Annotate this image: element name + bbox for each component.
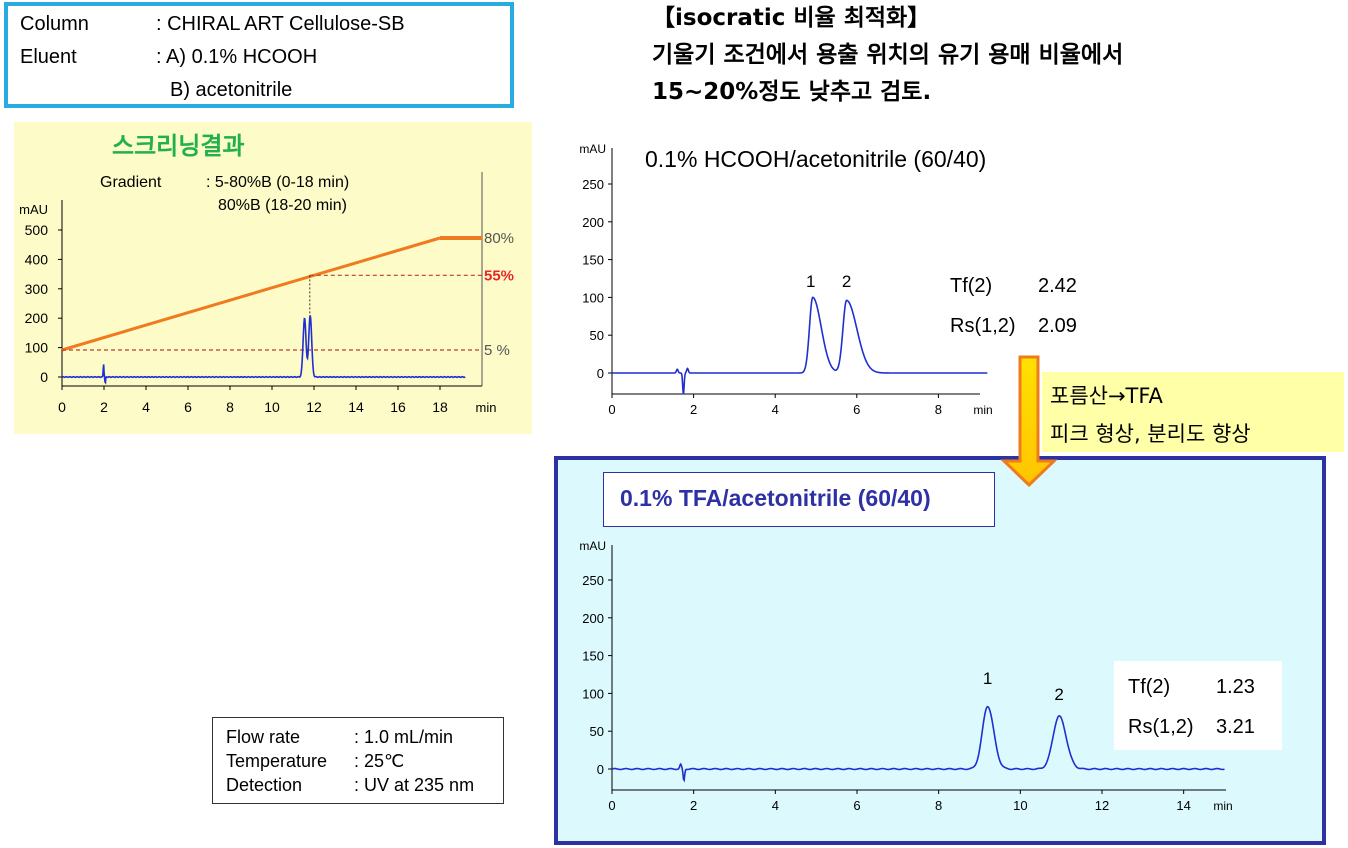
column-value: : CHIRAL ART Cellulose-SB <box>156 13 405 35</box>
y-tick-label: 400 <box>25 251 49 267</box>
tfa-results-box <box>1114 661 1282 750</box>
x-tick-label: 0 <box>608 402 615 417</box>
level-55-label: 55% <box>484 267 514 284</box>
y-tick-label: 100 <box>25 340 49 356</box>
eluent-label: Eluent <box>20 46 77 68</box>
x-tick-label: 8 <box>935 798 942 813</box>
x-tick-label: 12 <box>306 399 322 415</box>
screening-title: 스크리닝결과 <box>112 132 245 160</box>
column-label: Column <box>20 13 89 35</box>
x-tick-label: 18 <box>432 399 448 415</box>
bottom-rs-value: 3.21 <box>1216 716 1255 738</box>
tfa-chart-title: 0.1% TFA/acetonitrile (60/40) <box>620 485 931 511</box>
y-tick-label: 0 <box>597 366 604 381</box>
bottom-tf-value: 1.23 <box>1216 676 1255 698</box>
top-tf-value: 2.42 <box>1038 275 1077 297</box>
x-axis-unit-label: min <box>1213 799 1232 813</box>
y-tick-label: 250 <box>582 573 604 588</box>
x-tick-label: 4 <box>772 798 779 813</box>
y-tick-label: 100 <box>582 686 604 701</box>
x-tick-label: 10 <box>1013 798 1027 813</box>
callout-line1: 포름산→TFA <box>1050 384 1163 408</box>
x-tick-label: 10 <box>264 399 280 415</box>
x-tick-label: 14 <box>348 399 364 415</box>
screening-trace <box>61 315 466 385</box>
heading-line2: 기울기 조건에서 용출 위치의 유기 용매 비율에서 <box>652 42 1124 68</box>
gradient-line2: 80%B (18-20 min) <box>218 197 347 214</box>
flow-value: : 1.0 mL/min <box>354 727 454 747</box>
x-tick-label: 0 <box>58 399 66 415</box>
y-tick-label: 200 <box>582 611 604 626</box>
y-tick-label: 150 <box>582 253 604 268</box>
x-axis-unit-label: min <box>973 403 992 417</box>
heading-line3: 15~20%정도 낮추고 검토. <box>652 79 932 105</box>
screening-panel <box>14 122 532 434</box>
x-tick-label: 14 <box>1176 798 1190 813</box>
bottom-rs-label: Rs(1,2) <box>1128 716 1194 738</box>
callout-line2: 피크 형상, 분리도 향상 <box>1050 422 1251 446</box>
y-tick-label: 150 <box>582 649 604 664</box>
x-tick-label: 8 <box>935 402 942 417</box>
y-tick-label: 250 <box>582 177 604 192</box>
x-tick-label: 0 <box>608 798 615 813</box>
y-axis-unit-label: mAU <box>579 539 606 553</box>
top-tf-label: Tf(2) <box>950 275 993 297</box>
x-tick-label: 6 <box>853 402 860 417</box>
y-tick-label: 500 <box>25 222 49 238</box>
x-tick-label: 4 <box>142 399 150 415</box>
y-axis-unit-label: mAU <box>19 202 48 217</box>
x-axis-unit-label: min <box>476 400 497 415</box>
x-tick-label: 6 <box>184 399 192 415</box>
x-tick-label: 12 <box>1095 798 1109 813</box>
peak-1-label: 1 <box>806 272 815 291</box>
y-tick-label: 200 <box>25 310 49 326</box>
screening-chromatogram: 0 100 200 300 400 500 mAU 0 2 4 6 8 10 12 14 16 18 min 80%… <box>19 172 514 415</box>
hcooh-trace <box>612 296 988 395</box>
peak-2-label: 2 <box>1054 685 1063 704</box>
gradient-line1: : 5-80%B (0-18 min) <box>206 174 350 191</box>
x-tick-label: 2 <box>690 798 697 813</box>
peak-1-label: 1 <box>983 669 992 688</box>
eluent-a: : A) 0.1% HCOOH <box>156 46 318 68</box>
y-tick-label: 50 <box>590 328 604 343</box>
y-axis-unit-label: mAU <box>579 142 606 156</box>
heading: 【isocratic 비율 최적화】 기울기 조건에서 용출 위치의 유기 용매… <box>652 0 1123 111</box>
tfa-title-box <box>603 472 995 527</box>
gradient-ramp-line <box>61 236 441 352</box>
x-tick-label: 2 <box>100 399 108 415</box>
x-tick-label: 4 <box>772 402 779 417</box>
flow-label: Flow rate <box>226 727 301 747</box>
heading-line1: 【isocratic 비율 최적화】 <box>652 5 931 31</box>
column-conditions-box <box>4 2 514 108</box>
top-rs-label: Rs(1,2) <box>950 315 1016 337</box>
tfa-trace <box>611 705 1225 783</box>
bottom-tf-label: Tf(2) <box>1128 676 1171 698</box>
x-tick-label: 16 <box>390 399 406 415</box>
down-arrow-icon <box>1000 355 1058 487</box>
det-label: Detection <box>226 775 303 795</box>
y-tick-label: 0 <box>597 762 604 777</box>
level-80-label: 80% <box>484 230 514 247</box>
flow-conditions-box <box>212 717 504 804</box>
y-tick-label: 200 <box>582 215 604 230</box>
gradient-label: Gradient <box>100 174 162 191</box>
y-tick-label: 100 <box>582 290 604 305</box>
y-tick-label: 50 <box>590 724 604 739</box>
y-tick-label: 0 <box>40 369 48 385</box>
top-chart-title: 0.1% HCOOH/acetonitrile (60/40) <box>645 146 987 172</box>
callout-box <box>1042 372 1344 452</box>
det-value: : UV at 235 nm <box>354 775 475 795</box>
x-tick-label: 6 <box>853 798 860 813</box>
x-tick-label: 8 <box>226 399 234 415</box>
top-rs-value: 2.09 <box>1038 315 1077 337</box>
temp-value: : 25℃ <box>354 751 405 771</box>
x-tick-label: 2 <box>690 402 697 417</box>
hcooh-chromatogram: 0 50 100 150 200 250 mAU 0 2 4 6 8 min 1 2 <box>579 142 992 417</box>
level-5-label: 5 % <box>484 342 510 359</box>
y-tick-label: 300 <box>25 281 49 297</box>
temp-label: Temperature <box>226 751 328 771</box>
eluent-b: B) acetonitrile <box>170 79 293 101</box>
peak-2-label: 2 <box>842 272 851 291</box>
